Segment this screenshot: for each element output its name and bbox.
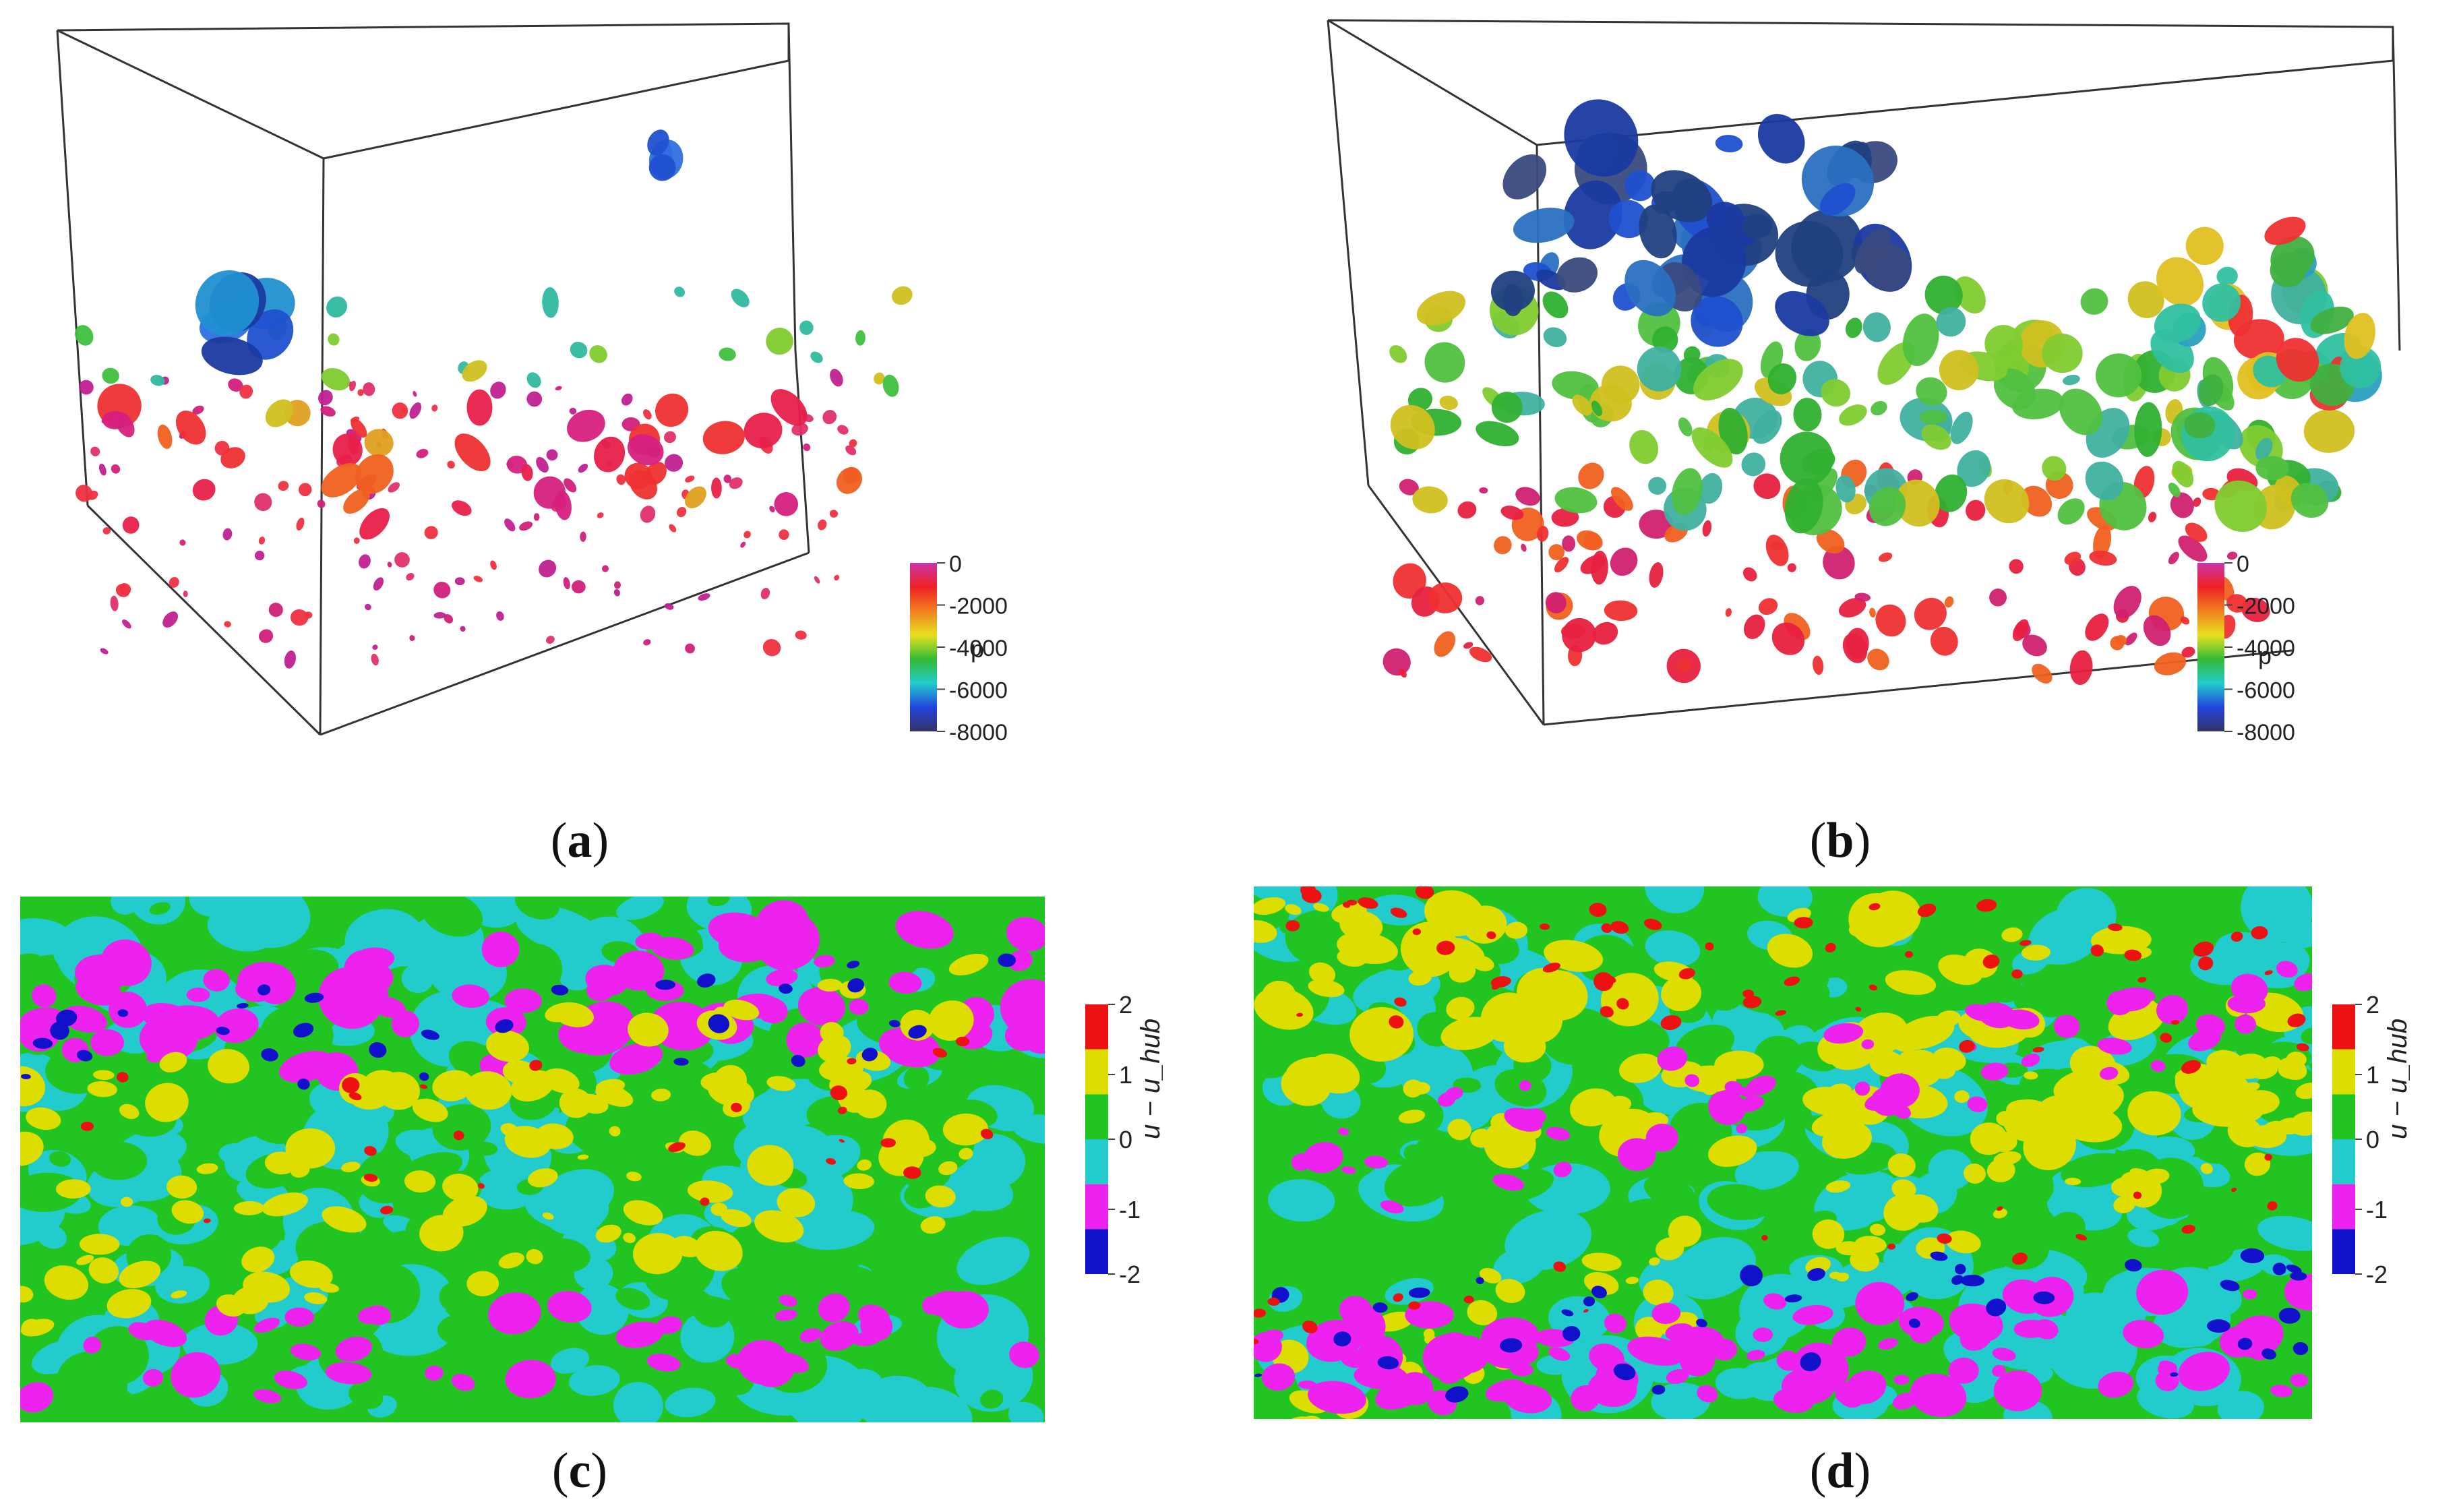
colorbar-tick: -4000 <box>949 636 1008 661</box>
colorbar-tick: 0 <box>949 551 962 577</box>
colorbar-tick: 0 <box>2366 1126 2379 1153</box>
colorbar-tick: 1 <box>2366 1061 2379 1089</box>
caption-d: (d) <box>1809 1443 1871 1499</box>
contour-plot-c: 2 1 0 -1 -2 u − u_hub <box>20 897 1165 1422</box>
panel-a: 0 -2000 -4000 -6000 -8000 p (a) <box>0 0 1234 868</box>
colorbar-tick: 2 <box>2366 991 2379 1019</box>
colorbar-tick: -4000 <box>2237 636 2295 661</box>
colorbar-tick: -6000 <box>949 678 1008 704</box>
caption-b: (b) <box>1809 813 1871 868</box>
vortex-blobs-b <box>1383 99 2382 686</box>
panel-d: 2 1 0 -1 -2 u − u_hub (d) <box>1234 876 2461 1512</box>
colorbar-label-b: p <box>2258 642 2272 669</box>
colorbar-tick: -6000 <box>2237 678 2295 704</box>
contour-plot-d: 2 1 0 -1 -2 u − u_hub <box>1254 886 2412 1419</box>
colorbar-tick: -2 <box>1119 1261 1141 1288</box>
colorbar-tick: -2000 <box>949 594 1008 619</box>
colorbar-c: 2 1 0 -1 -2 u − u_hub <box>1085 991 1165 1288</box>
vortex-blobs-a <box>75 129 913 669</box>
colorbar-d: 2 1 0 -1 -2 u − u_hub <box>2332 991 2412 1288</box>
panel-c: 2 1 0 -1 -2 u − u_hub (c) <box>0 876 1234 1512</box>
colorbar-tick: -1 <box>1119 1196 1141 1223</box>
colorbar-tick: 0 <box>2237 551 2249 577</box>
bounding-box-a <box>56 22 810 736</box>
panel-b: 0 -2000 -4000 -6000 -8000 p (b) <box>1234 0 2461 868</box>
contour-field-d <box>1254 886 2312 1419</box>
caption-c: (c) <box>551 1443 608 1499</box>
colorbar-label-d: u − u_hub <box>2383 1019 2412 1139</box>
colorbar-tick: -1 <box>2366 1196 2388 1223</box>
colorbar-tick: -2000 <box>2237 594 2295 619</box>
colorbar-tick: 2 <box>1119 991 1132 1019</box>
contour-field-c <box>20 897 1045 1422</box>
isosurface-plot-b: 0 -2000 -4000 -6000 -8000 p <box>1327 19 2401 746</box>
colorbar-tick: -8000 <box>2237 720 2295 746</box>
colorbar-tick: 1 <box>1119 1061 1132 1089</box>
colorbar-tick: 0 <box>1119 1126 1132 1153</box>
isosurface-plot-a: 0 -2000 -4000 -6000 -8000 p <box>56 22 1008 746</box>
caption-a: (a) <box>550 813 609 868</box>
colorbar-tick: -2 <box>2366 1261 2388 1288</box>
colorbar-b: 0 -2000 -4000 -6000 -8000 p <box>2197 551 2295 746</box>
colorbar-a: 0 -2000 -4000 -6000 -8000 p <box>910 551 1008 746</box>
colorbar-tick: -8000 <box>949 720 1008 746</box>
colorbar-label-c: u − u_hub <box>1136 1019 1165 1139</box>
colorbar-label-a: p <box>971 635 984 663</box>
